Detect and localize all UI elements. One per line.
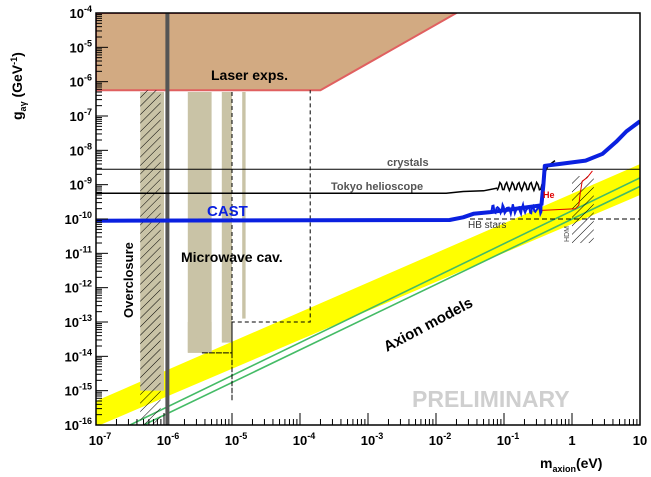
y-tick-label: 10-14 — [65, 347, 92, 364]
y-tick-label: 10-9 — [70, 176, 92, 193]
x-axis: 10-7 10-6 10-5 10-4 10-3 10-2 10-1 1 10 — [89, 413, 647, 448]
microwave-cavity-strip — [221, 91, 232, 343]
microwave-cavity-strip — [242, 91, 246, 319]
tokyo-helioscope-line — [96, 187, 498, 195]
x-tick-label: 10-1 — [497, 431, 519, 448]
y-tick-label: 10-15 — [65, 382, 92, 399]
x-tick-label: 10-4 — [293, 431, 315, 448]
y-tick-label: 10-10 — [65, 210, 92, 227]
tokyo-helioscope-wiggle — [496, 160, 556, 193]
cast-limit-line — [96, 203, 542, 223]
microwave-dashed-bound — [201, 90, 311, 401]
x-tick-label: 10-3 — [361, 431, 383, 448]
cast-label: CAST — [207, 203, 248, 220]
y-tick-label: 10-13 — [65, 313, 92, 330]
y-tick-label: 10-16 — [65, 416, 92, 433]
axion-models-band — [96, 164, 640, 425]
overclosure-hatch-region — [140, 90, 161, 425]
x-tick-label: 10-5 — [225, 431, 247, 448]
y-axis: 10-4 10-5 10-6 10-7 10-8 10-9 10-10 10-11 10-12 1… — [65, 4, 108, 433]
tokyo-label: Tokyo helioscope — [331, 181, 423, 193]
x-tick-label: 10 — [633, 433, 647, 448]
x-tick-label: 1 — [568, 433, 575, 448]
x-tick-label: 10-7 — [89, 431, 111, 448]
microwave-cavity-tail — [187, 322, 212, 353]
y-tick-label: 10-8 — [70, 141, 92, 158]
x-tick-label: 10-2 — [429, 431, 451, 448]
x-axis-title: maxion(eV) — [540, 455, 602, 474]
laser-label: Laser exps. — [211, 67, 288, 83]
y-tick-label: 10-5 — [70, 38, 92, 55]
overclosure-label: Overclosure — [121, 242, 136, 318]
y-axis-title: gaγ (GeV-1) — [9, 52, 28, 120]
he-label: He — [543, 190, 555, 200]
cast-he-phase-line — [541, 170, 593, 211]
hb-stars-label: HB stars — [468, 220, 506, 231]
y-tick-label: 10-6 — [70, 73, 92, 90]
laser-exclusion-region — [96, 13, 459, 92]
y-tick-label: 10-7 — [70, 107, 92, 124]
microwave-label: Microwave cav. — [181, 249, 283, 265]
cast-limit-line-upper — [539, 119, 640, 206]
preliminary-watermark: PRELIMINARY — [412, 386, 570, 412]
hdm-hatch-region — [572, 176, 594, 244]
crystals-label: crystals — [387, 157, 429, 169]
hdm-label: HDM — [564, 226, 571, 242]
axion-model-line-dfsz — [143, 185, 640, 425]
y-tick-label: 10-11 — [65, 244, 92, 261]
y-tick-label: 10-4 — [70, 4, 92, 21]
y-tick-label: 10-12 — [65, 279, 92, 296]
cast-limit-wiggle — [490, 120, 640, 218]
x-tick-label: 10-6 — [157, 431, 179, 448]
